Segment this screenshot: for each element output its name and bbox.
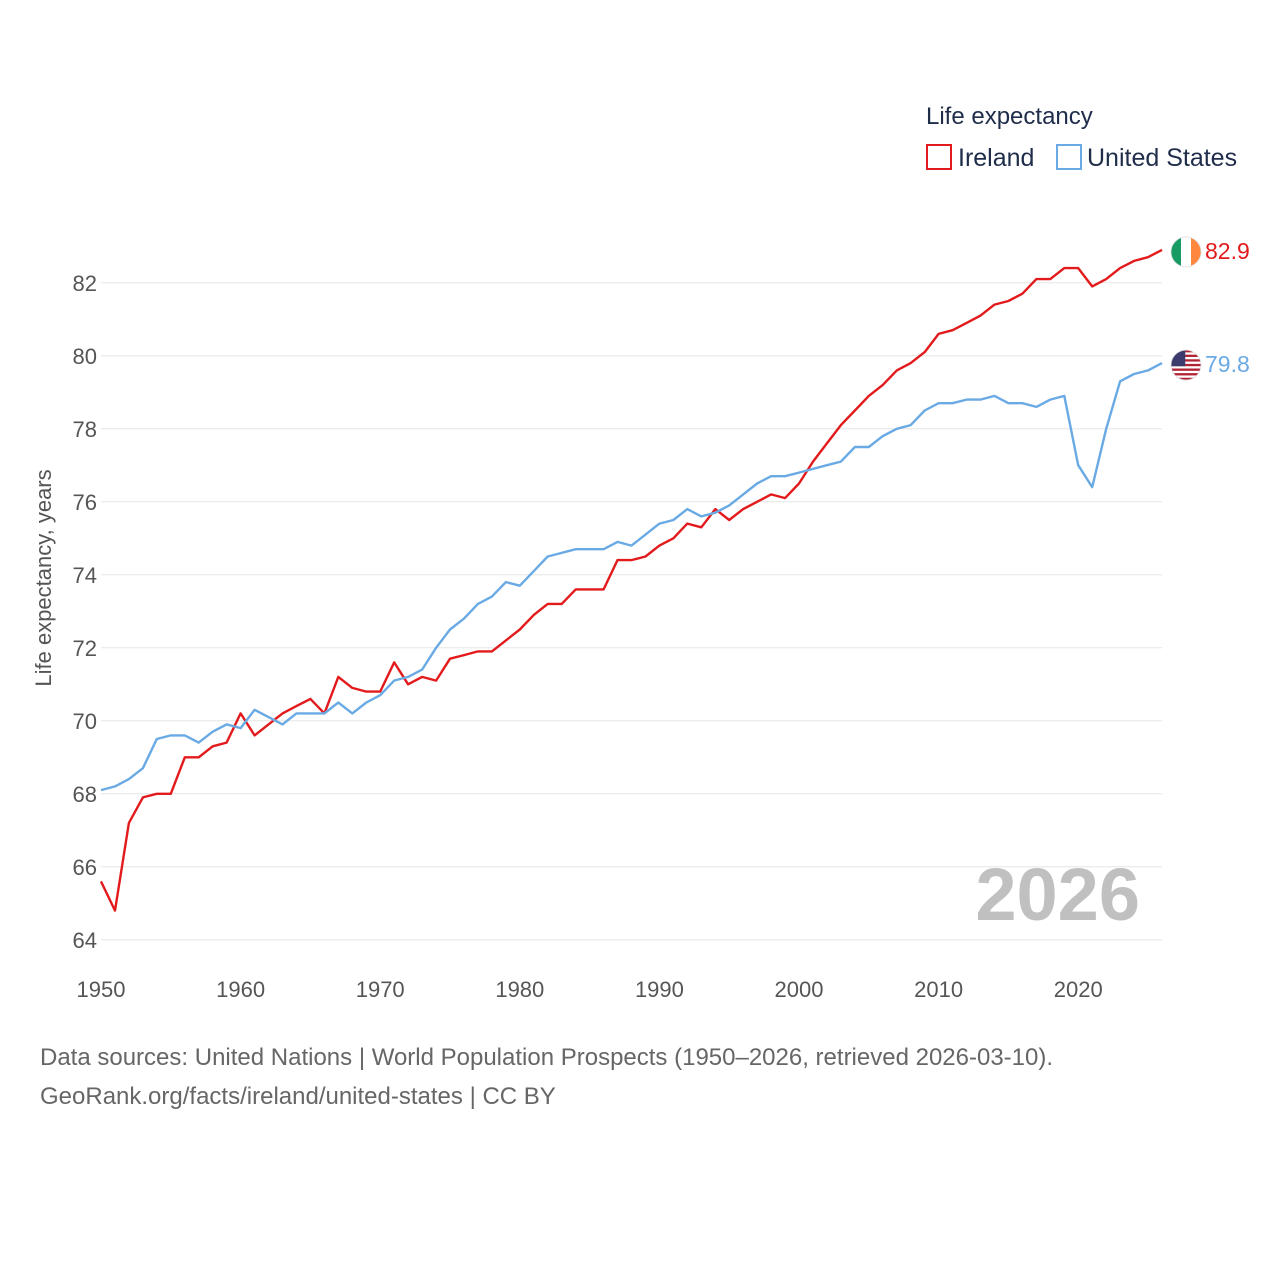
footer-attribution[interactable]: GeoRank.org/facts/ireland/united-states … xyxy=(40,1083,556,1110)
series-lines xyxy=(99,248,1163,912)
y-tick-label: 66 xyxy=(73,855,97,880)
footer-sources: Data sources: United Nations | World Pop… xyxy=(40,1044,1054,1071)
x-tick-label: 1990 xyxy=(635,977,684,1002)
x-tick-label: 2000 xyxy=(775,977,824,1002)
end-value-label: 79.8 xyxy=(1205,351,1250,377)
legend-item-ireland[interactable]: Ireland xyxy=(926,144,1034,172)
series-line-united-states[interactable] xyxy=(100,362,1163,792)
x-axis-ticks: 1950 1960 1970 1980 1990 2000 2010 2020 xyxy=(77,977,1103,1002)
end-value-label: 82.9 xyxy=(1205,238,1250,264)
y-tick-label: 80 xyxy=(73,344,97,369)
end-labels: 82.9 79.8 xyxy=(1170,236,1250,381)
legend-label-united-states: United States xyxy=(1087,144,1237,172)
current-year-watermark: 2026 xyxy=(975,853,1140,936)
x-tick-label: 1970 xyxy=(356,977,405,1002)
legend: Life expectancy Ireland United States xyxy=(926,103,1237,172)
us-flag xyxy=(1170,349,1202,381)
y-tick-label: 70 xyxy=(73,709,97,734)
y-tick-label: 68 xyxy=(73,782,97,807)
x-tick-label: 2020 xyxy=(1054,977,1103,1002)
legend-swatch-united-states xyxy=(1056,144,1082,170)
ireland-flag xyxy=(1170,236,1202,268)
gridlines xyxy=(101,282,1162,941)
legend-item-united-states[interactable]: United States xyxy=(1056,144,1237,172)
y-tick-label: 72 xyxy=(73,636,97,661)
y-tick-label: 64 xyxy=(73,928,97,953)
y-axis-ticks: 64 66 68 70 72 74 76 78 80 82 xyxy=(73,271,97,953)
y-axis-label: Life expectancy, years xyxy=(31,469,56,686)
legend-swatch-ireland xyxy=(926,144,952,170)
legend-label-ireland: Ireland xyxy=(958,144,1034,172)
y-tick-label: 82 xyxy=(73,271,97,296)
x-tick-label: 2010 xyxy=(914,977,963,1002)
x-tick-label: 1980 xyxy=(495,977,544,1002)
legend-title: Life expectancy xyxy=(926,103,1093,130)
x-tick-label: 1960 xyxy=(216,977,265,1002)
y-tick-label: 74 xyxy=(73,563,97,588)
x-tick-label: 1950 xyxy=(77,977,126,1002)
series-line-ireland[interactable] xyxy=(99,248,1163,912)
y-tick-label: 76 xyxy=(73,490,97,515)
y-tick-label: 78 xyxy=(73,417,97,442)
